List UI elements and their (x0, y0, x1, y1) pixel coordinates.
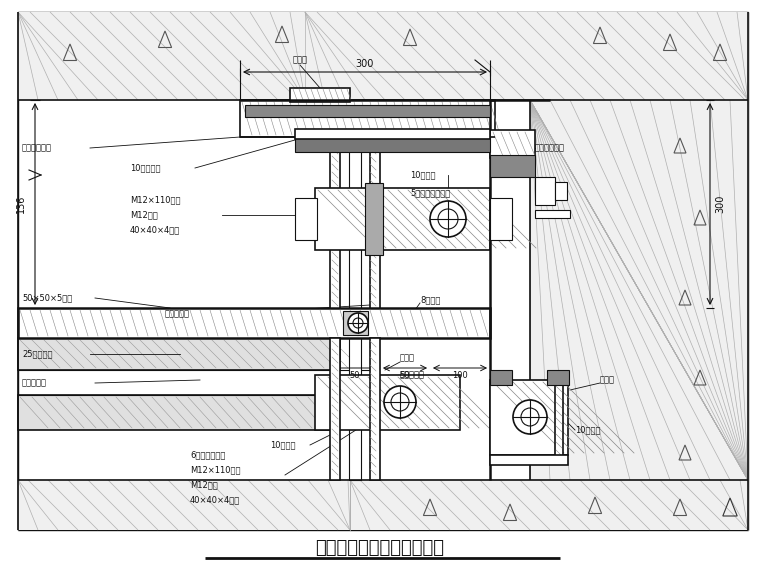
Bar (490, 198, 512, 240)
Bar (18, 395, 340, 430)
Text: 10厚连接件: 10厚连接件 (130, 164, 160, 173)
Bar (240, 100, 495, 137)
Text: 10号槽钢: 10号槽钢 (410, 170, 435, 179)
Text: 50: 50 (400, 371, 410, 380)
Bar (315, 375, 460, 430)
Bar (535, 177, 555, 205)
Text: 5厚钢板衬装石座: 5厚钢板衬装石座 (410, 188, 450, 198)
Bar (343, 311, 368, 335)
Bar (530, 100, 748, 480)
Circle shape (391, 393, 409, 411)
Text: 40×40×4垫片: 40×40×4垫片 (190, 495, 240, 504)
Text: 6厚不锈钢挂件: 6厚不锈钢挂件 (190, 451, 226, 460)
Bar (295, 198, 317, 240)
Text: 土建结构边线: 土建结构边线 (22, 144, 52, 152)
Bar (490, 130, 535, 158)
Text: M12螺母: M12螺母 (130, 211, 158, 220)
Circle shape (521, 408, 539, 426)
Bar (18, 12, 305, 100)
Text: 预埋件: 预埋件 (293, 55, 308, 65)
Text: 预埋件: 预埋件 (600, 375, 615, 384)
Bar (350, 480, 748, 530)
Bar (370, 338, 380, 480)
Bar (18, 480, 350, 530)
Circle shape (384, 386, 416, 418)
Text: 泡沫棒填充: 泡沫棒填充 (400, 371, 425, 379)
Circle shape (353, 318, 363, 328)
Bar (305, 12, 748, 100)
Circle shape (438, 209, 458, 229)
Bar (330, 338, 340, 480)
Text: 136: 136 (16, 195, 26, 213)
Text: 耐候胶: 耐候胶 (400, 354, 415, 362)
Text: 不锈钢挂件: 不锈钢挂件 (165, 310, 190, 319)
Bar (555, 375, 563, 460)
Text: 8厚装板: 8厚装板 (420, 295, 440, 305)
Text: M12螺母: M12螺母 (190, 481, 218, 490)
Bar (365, 183, 383, 255)
Bar (490, 380, 568, 455)
Text: 50: 50 (350, 371, 360, 380)
Bar (18, 338, 340, 370)
Bar (349, 338, 361, 480)
Bar (490, 455, 568, 465)
Text: 25厚荔枝石: 25厚荔枝石 (22, 349, 52, 358)
Bar (295, 137, 490, 152)
Circle shape (430, 201, 466, 237)
Bar (535, 210, 570, 218)
Bar (330, 137, 340, 310)
Bar (18, 308, 490, 338)
Text: 50×50×5角钢: 50×50×5角钢 (22, 294, 72, 302)
Bar (245, 105, 490, 117)
Bar (290, 88, 350, 102)
Text: 300: 300 (715, 195, 725, 213)
Text: 尺寸控制线: 尺寸控制线 (22, 379, 47, 388)
Bar (295, 129, 490, 139)
Bar (370, 137, 380, 310)
Text: 300: 300 (356, 59, 374, 69)
Text: M12×110锚栓: M12×110锚栓 (190, 465, 240, 474)
Bar (490, 370, 512, 385)
Text: M12×110锚栓: M12×110锚栓 (130, 195, 181, 204)
Text: 100: 100 (452, 371, 468, 380)
Text: 10号槽钢: 10号槽钢 (270, 440, 296, 449)
Text: 土建结构边线: 土建结构边线 (535, 144, 565, 152)
Bar (315, 188, 490, 250)
Circle shape (348, 313, 368, 333)
Text: 10厚钢板: 10厚钢板 (575, 426, 600, 435)
Circle shape (513, 400, 547, 434)
Text: 干挂石材竖向主节点大样图: 干挂石材竖向主节点大样图 (315, 539, 445, 557)
Bar (349, 137, 361, 310)
Bar (490, 155, 535, 177)
Bar (555, 182, 567, 200)
Bar (547, 370, 569, 385)
Text: 40×40×4垫片: 40×40×4垫片 (130, 225, 180, 234)
